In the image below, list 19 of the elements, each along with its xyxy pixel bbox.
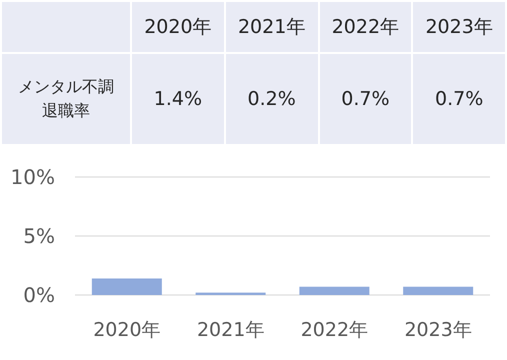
category-label: 2022年 — [332, 16, 400, 38]
text: メンタル不調退職率 — [1, 53, 131, 145]
category-label: 2021年 — [238, 16, 306, 38]
y-tick-label: 10% — [10, 165, 55, 189]
x-tick-label: 2020年 — [93, 319, 161, 341]
data-label: 0.7% — [318, 53, 412, 145]
x-tick-label: 2023年 — [404, 319, 472, 341]
x-tick-label: 2021年 — [196, 319, 264, 341]
y-tick-label: 0% — [23, 283, 55, 307]
bar — [403, 286, 474, 295]
x-tick-label: 2022年 — [300, 319, 368, 341]
bar — [92, 278, 162, 295]
category-label: 2023年 — [425, 16, 493, 38]
y-tick-label: 5% — [23, 224, 55, 248]
category-label: 2020年 — [144, 16, 212, 38]
data-label: 0.2% — [224, 53, 318, 145]
data-label: 0.7% — [412, 53, 506, 145]
bar — [299, 286, 370, 295]
data-label: 1.4% — [131, 53, 225, 145]
